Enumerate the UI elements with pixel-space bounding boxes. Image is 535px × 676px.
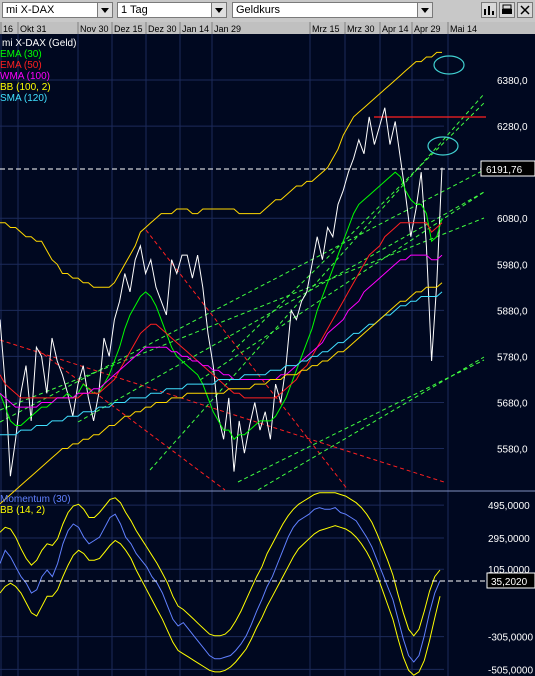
close-icon [520,5,530,15]
print-icon [502,4,512,14]
momentum-y-tick-label: 495,0000 [488,501,530,512]
annotation-ellipse [427,136,459,156]
chart-area: 16 Okt 31 Nov 30 Dez 15 Dez 30 Jan 14 Jan 29 Mr… [0,22,535,676]
chart-options-button[interactable] [481,2,497,18]
instrument-dropdown-chevron-icon[interactable] [97,3,112,17]
momentum-series-line-2 [0,525,441,676]
x-tick-label: Nov 30 [80,24,109,34]
axes: 16 Okt 31 Nov 30 Dez 15 Dez 30 Jan 14 Jan 29 Mr… [0,22,535,676]
trendline [199,191,485,381]
trendline [257,356,485,491]
x-tick-label: Dez 30 [148,24,177,34]
price-legend-entry: SMA (120) [0,93,47,104]
y-tick-label: 6380,0 [497,76,528,87]
x-tick-label: Apr 14 [382,24,409,34]
grid [0,34,535,676]
legends: mi X-DAX (Geld)EMA (30)EMA (50)WMA (100)… [0,38,76,516]
price-series-line-6 [0,282,443,505]
last-price-label: 6191,76 [486,165,523,176]
price-series-line-4 [0,291,443,436]
overlay [0,55,535,582]
print-button[interactable] [499,2,515,18]
bar-chart-icon [484,6,494,15]
main-series-group [0,51,443,505]
toolbar: mi X-DAX 1 Tag Geldkurs [0,0,535,23]
x-tick-label: Apr 29 [414,24,441,34]
y-tick-label: 5980,0 [497,260,528,271]
price-type-dropdown-chevron-icon[interactable] [417,3,432,17]
momentum-y-tick-label: 105,0000 [488,565,530,576]
price-series-line-3 [0,254,443,408]
price-type-select[interactable]: Geldkurs [232,2,433,18]
trendline [77,191,485,423]
instrument-select-value: mi X-DAX [6,4,55,16]
momentum-y-tick-label: -305,0000 [488,633,533,644]
x-tick-label: Mrz 15 [312,24,340,34]
last-momentum-box [486,572,535,589]
y-tick-label: 6080,0 [497,214,528,225]
period-select[interactable]: 1 Tag [117,2,227,18]
trendlines [0,93,486,491]
price-legend-entry: EMA (30) [0,49,42,60]
trendline [0,339,445,483]
y-tick-label: 5880,0 [497,306,528,317]
period-dropdown-chevron-icon[interactable] [211,3,226,17]
momentum-series-line-0 [0,507,441,663]
price-legend-entry: WMA (100) [0,71,50,82]
y-tick-label: 6280,0 [497,122,528,133]
momentum-y-tick-label: -505,0000 [488,665,533,676]
x-tick-label: Mrz 30 [347,24,375,34]
last-price-box [480,160,535,177]
x-tick-label: Okt 31 [20,24,47,34]
price-chart-title: mi X-DAX (Geld) [2,38,76,49]
momentum-legend-entry: BB (14, 2) [0,505,45,516]
instrument-select[interactable]: mi X-DAX [2,2,113,18]
close-button[interactable] [517,2,533,18]
period-select-value: 1 Tag [121,4,148,16]
momentum-series-line-1 [0,492,441,637]
price-legend-entry: BB (100, 2) [0,82,51,93]
y-tick-label: 5780,0 [497,352,528,363]
trendline [37,349,226,491]
price-legend-entry: EMA (50) [0,60,42,71]
momentum-series-group [0,492,441,676]
price-series-line-0 [0,107,443,477]
trendline [237,359,485,483]
y-tick-label: 5680,0 [497,398,528,409]
x-tick-label: Jan 14 [182,24,209,34]
y-tick-label: 5580,0 [497,445,528,456]
momentum-legend-entry: Momentum (30) [0,494,71,505]
momentum-y-tick-label: 295,0000 [488,534,530,545]
x-tick-label: 16 [3,24,13,34]
annotation-ellipse [433,55,465,75]
price-series-line-2 [0,222,443,399]
last-momentum-label: 35,2020 [491,577,528,588]
x-tick-label: Dez 15 [114,24,143,34]
chart-background [0,22,535,676]
x-tick-label: Mai 14 [450,24,477,34]
price-series-line-5 [0,51,442,288]
trendline [145,229,349,491]
x-tick-label: Jan 29 [214,24,241,34]
price-type-select-value: Geldkurs [236,4,281,16]
trendline [0,217,485,411]
date-strip [0,22,535,34]
